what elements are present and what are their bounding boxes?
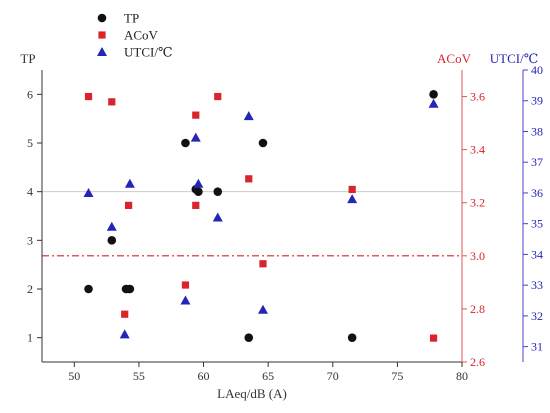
- tp-tick-label: 3: [27, 233, 33, 247]
- utci-point: [243, 111, 254, 121]
- x-tick-label: 55: [133, 369, 145, 383]
- acov-point: [348, 185, 356, 194]
- data-marks: [83, 90, 439, 342]
- tp-point: [258, 138, 268, 148]
- tp-point: [194, 187, 203, 196]
- legend-item-acov: ACoV: [98, 28, 159, 43]
- acov-axis-title: ACoV: [437, 51, 472, 66]
- x-tick-label: 70: [327, 369, 339, 383]
- utci-tick-label: 39: [531, 94, 543, 108]
- utci-point: [83, 187, 94, 197]
- legend-item-tp: TP: [97, 11, 139, 26]
- legend-marker-tp: [97, 13, 107, 23]
- utci-point: [119, 329, 130, 339]
- utci-tick-label: 36: [531, 186, 543, 200]
- x-axis-title: LAeq/dB (A): [217, 386, 287, 401]
- legend-label-acov: ACoV: [124, 28, 159, 43]
- legend: TP ACoV UTCI/℃: [97, 11, 172, 60]
- acov-point: [429, 334, 438, 342]
- tp-tick-label: 5: [27, 136, 33, 150]
- tp-point: [84, 284, 93, 294]
- utci-point: [257, 304, 268, 314]
- acov-point: [192, 201, 200, 209]
- x-tick-label: 65: [262, 369, 274, 383]
- tp-point: [125, 284, 135, 294]
- x-tick-label: 50: [68, 369, 80, 383]
- tp-point: [244, 333, 254, 342]
- tp-point: [213, 187, 223, 196]
- utci-point: [193, 178, 204, 188]
- acov-point: [124, 201, 133, 209]
- acov-tick-label: 3.0: [470, 249, 485, 263]
- utci-point: [212, 212, 223, 222]
- legend-label-tp: TP: [124, 11, 139, 26]
- legend-marker-acov: [98, 31, 106, 39]
- utci-tick-label: 38: [531, 124, 543, 138]
- x-tick-label: 80: [456, 369, 468, 383]
- acov-point: [121, 310, 129, 318]
- tp-tick-label: 6: [27, 87, 33, 101]
- utci-point: [428, 98, 439, 108]
- utci-tick-label: 34: [531, 247, 543, 261]
- utci-axis-title: UTCI/℃: [490, 51, 538, 66]
- acov-point: [181, 281, 190, 289]
- tp-point: [347, 333, 357, 342]
- utci-tick-label: 35: [531, 217, 543, 231]
- acov-point: [259, 260, 267, 268]
- tp-point: [429, 90, 438, 99]
- utci-point: [106, 221, 117, 231]
- tp-tick-label: 2: [27, 282, 33, 296]
- acov-point: [84, 92, 93, 101]
- utci-tick-label: 32: [531, 309, 543, 323]
- acov-series: [84, 92, 438, 342]
- acov-tick-label: 3.6: [470, 90, 485, 104]
- tp-series: [84, 90, 438, 342]
- utci-series: [83, 98, 439, 339]
- x-tick-label: 75: [391, 369, 403, 383]
- utci-tick-label: 31: [531, 340, 543, 354]
- acov-tick-label: 2.8: [470, 302, 485, 316]
- tp-tick-label: 4: [27, 185, 33, 199]
- acov-point: [245, 175, 253, 183]
- utci-point: [180, 295, 191, 305]
- acov-tick-label: 2.6: [470, 355, 485, 369]
- x-tick-label: 60: [198, 369, 210, 383]
- legend-item-utci: UTCI/℃: [97, 45, 172, 60]
- utci-point: [190, 132, 201, 142]
- utci-tick-label: 33: [531, 278, 543, 292]
- acov-point: [214, 92, 222, 101]
- acov-point: [192, 111, 200, 119]
- acov-tick-label: 3.4: [470, 143, 485, 157]
- legend-label-utci: UTCI/℃: [124, 45, 172, 60]
- acov-tick-label: 3.2: [470, 196, 485, 210]
- utci-point: [347, 194, 358, 204]
- utci-point: [124, 178, 135, 188]
- utci-tick-label: 37: [531, 155, 543, 169]
- legend-marker-utci: [97, 47, 107, 56]
- acov-point: [108, 98, 116, 106]
- tp-tick-label: 1: [27, 331, 33, 345]
- tp-axis-title: TP: [20, 51, 35, 66]
- reference-lines: [42, 191, 462, 257]
- utci-tick-label: 40: [531, 63, 543, 77]
- tp-point: [181, 138, 190, 148]
- tp-point: [107, 236, 117, 245]
